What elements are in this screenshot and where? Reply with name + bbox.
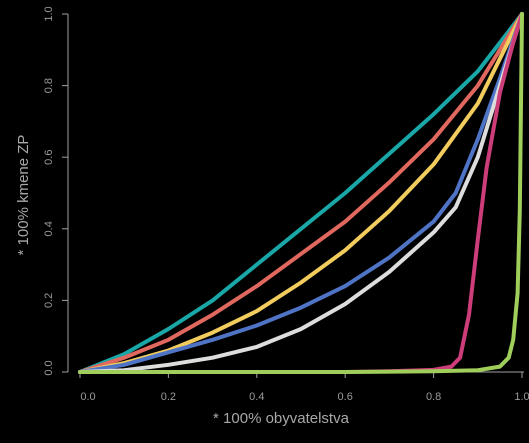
x-axis-title: * 100% obyvatelstva — [213, 410, 350, 427]
series-line-5 — [78, 12, 524, 374]
y-axis-title: * 100% kmene ZP — [15, 135, 32, 256]
x-tick-label: 1.0 — [514, 391, 529, 403]
series-line-7 — [78, 12, 524, 374]
x-tick-label: 0.0 — [80, 391, 95, 403]
series-line-4 — [78, 12, 524, 374]
y-tick-label: 0.2 — [43, 293, 55, 308]
x-tick-label: 0.8 — [426, 391, 441, 403]
series-group — [78, 12, 524, 374]
x-ticks: 0.0 0.2 0.4 0.6 0.8 1.0 — [79, 372, 529, 403]
x-tick-label: 0.6 — [338, 391, 353, 403]
y-ticks: 0.0 0.2 0.4 0.6 0.8 1.0 — [43, 6, 68, 376]
series-line-2 — [78, 12, 524, 374]
series-line-1 — [78, 12, 524, 374]
x-tick-label: 0.2 — [161, 391, 176, 403]
y-tick-label: 0.8 — [43, 78, 55, 93]
y-tick-label: 0.6 — [43, 150, 55, 165]
y-tick-label: 1.0 — [43, 6, 55, 21]
y-tick-label: 0.4 — [43, 221, 55, 236]
x-tick-label: 0.4 — [249, 391, 264, 403]
y-tick-label: 0.0 — [43, 360, 55, 375]
